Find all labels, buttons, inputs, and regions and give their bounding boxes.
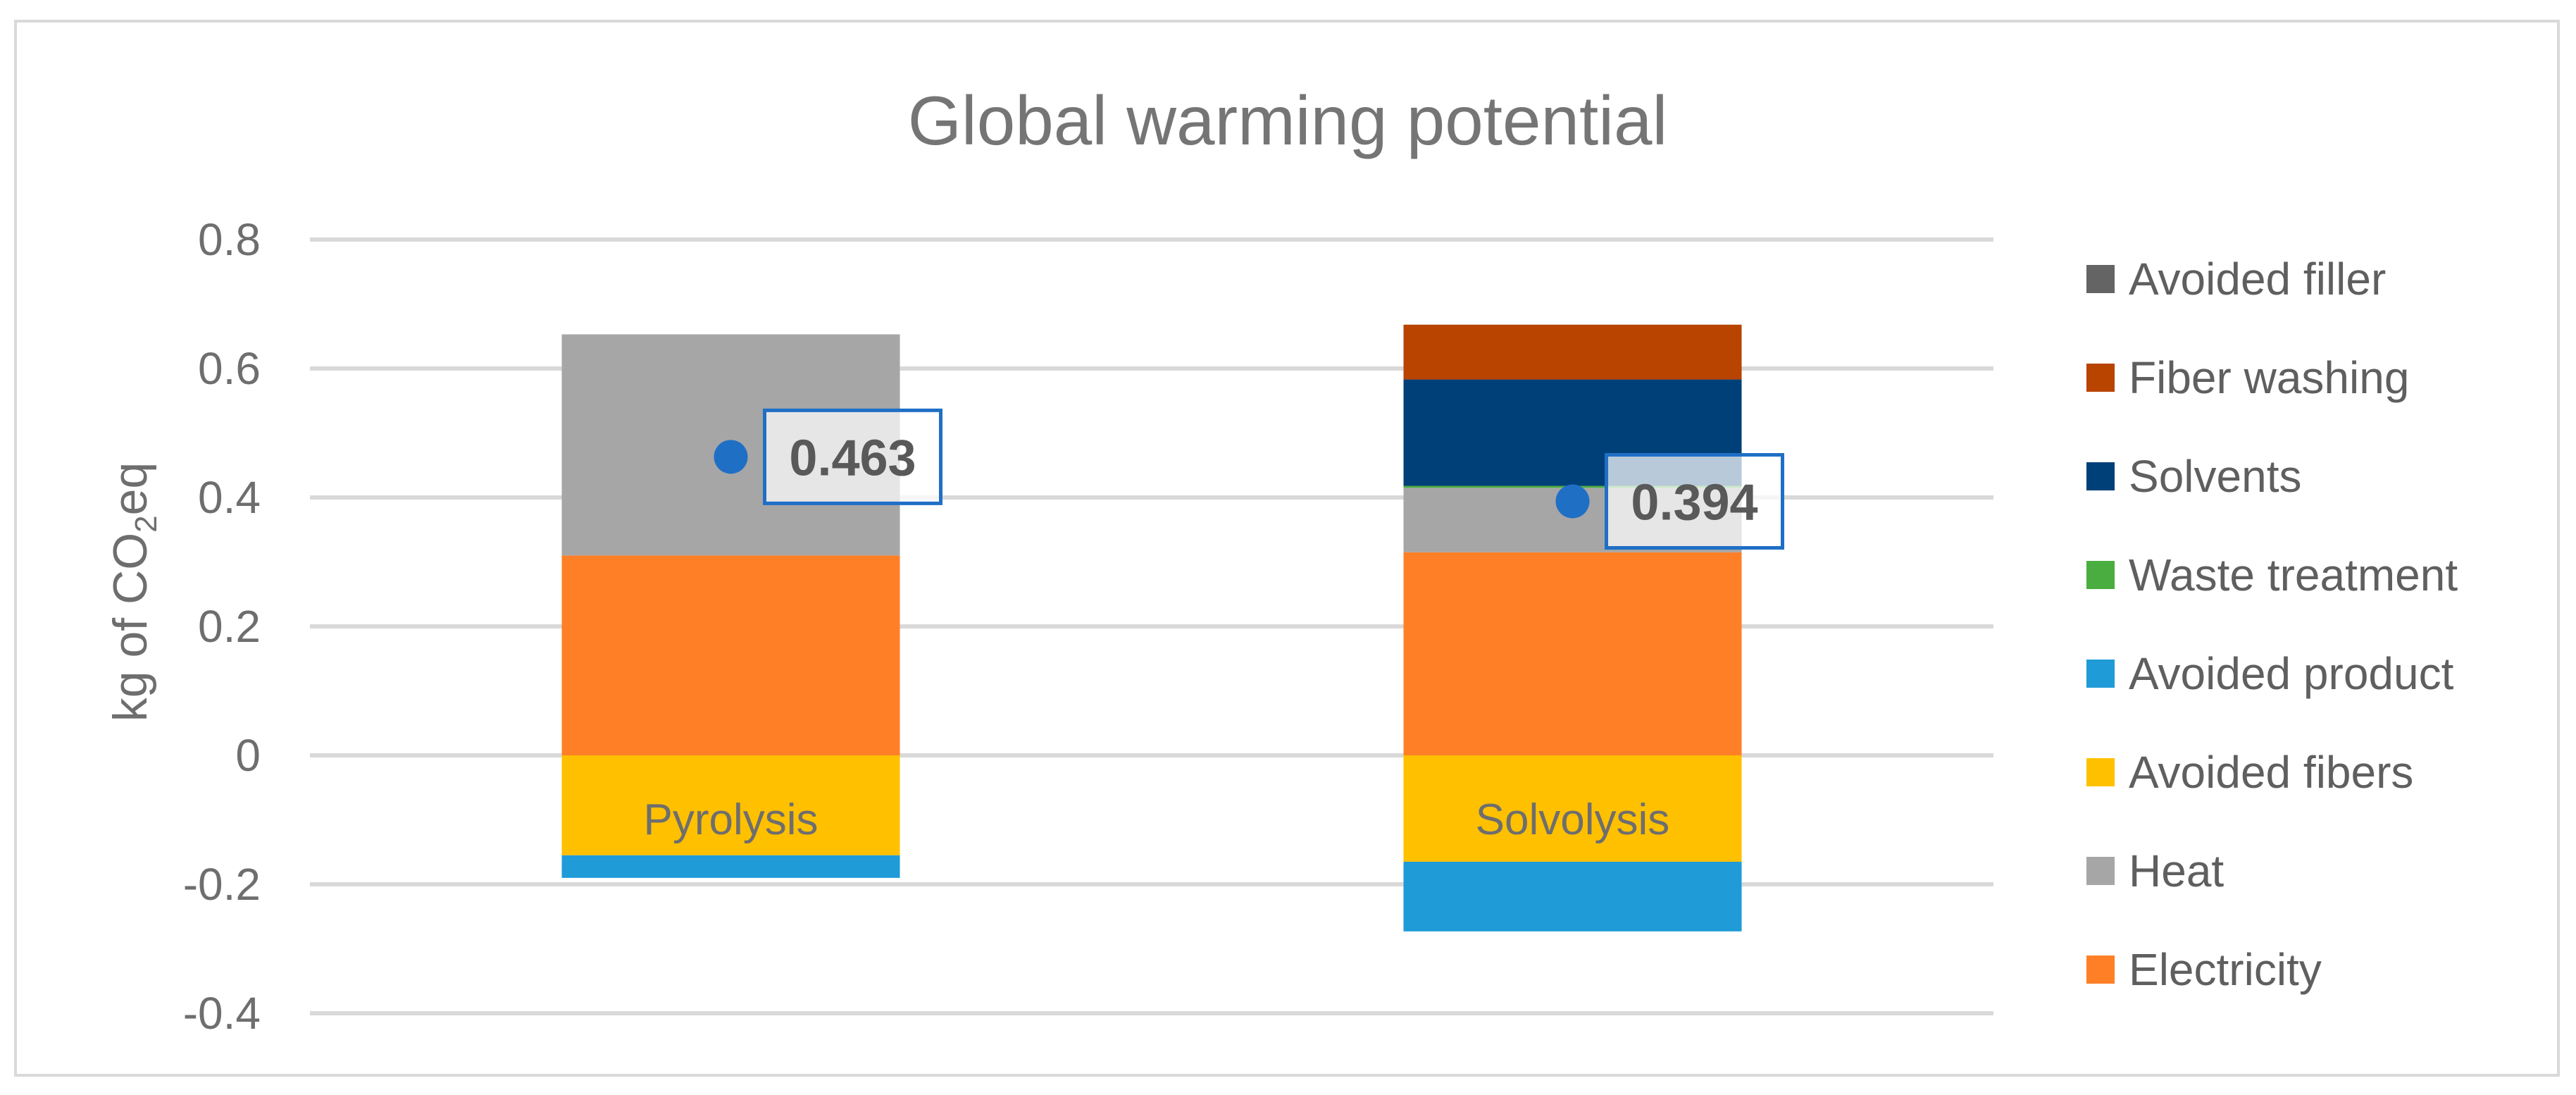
bar-pyrolysis-electricity <box>561 555 900 755</box>
legend-item-avoided-filler: Avoided filler <box>2129 254 2386 304</box>
legend-swatch-avoided-product <box>2086 660 2115 688</box>
y-tick-0-6: 0.6 <box>198 343 261 394</box>
y-axis-label: kg of CO2eq <box>104 462 163 722</box>
legend-item-avoided-product: Avoided product <box>2129 648 2454 699</box>
legend-swatch-heat <box>2086 857 2115 885</box>
legend-item-electricity: Electricity <box>2129 944 2322 995</box>
y-axis-label-subscript: 2 <box>129 515 163 532</box>
y-tick-0: 0 <box>235 730 261 781</box>
legend-item-avoided-fibers: Avoided fibers <box>2129 747 2413 798</box>
y-tick-0-2: -0.2 <box>183 859 261 910</box>
y-tick-0-2: 0.2 <box>198 601 261 652</box>
net-label-solvolysis: 0.394 <box>1631 474 1757 531</box>
legend-swatch-avoided-fibers <box>2086 758 2115 786</box>
net-label-pyrolysis: 0.463 <box>789 430 916 486</box>
legend-swatch-fiber-washing <box>2086 364 2115 392</box>
category-labels: Pyrolysis Solvolysis <box>643 796 1669 844</box>
net-marker-solvolysis <box>1555 484 1590 519</box>
net-value-markers: 0.463 0.394 <box>714 408 1784 550</box>
net-label-box-solvolysis <box>1605 452 1784 550</box>
y-tick-0-8: 0.8 <box>198 214 261 265</box>
y-tick-labels: 0.8 0.6 0.4 0.2 0 -0.2 -0.4 <box>183 214 261 1039</box>
chart-title: Global warming potential <box>908 82 1668 159</box>
legend: Avoided filler Fiber washing Solvents Waste… <box>2086 254 2458 995</box>
bar-pyrolysis-avoided-product <box>561 855 900 878</box>
bar-pyrolysis-avoided-fibers <box>561 755 900 855</box>
bar-solvolysis-avoided-product <box>1403 861 1742 932</box>
bar-solvolysis-fiber-washing <box>1403 324 1742 380</box>
legend-item-fiber-washing: Fiber washing <box>2129 352 2409 403</box>
y-axis-label-suffix: eq <box>104 462 157 516</box>
net-marker-pyrolysis <box>714 440 748 474</box>
legend-item-heat: Heat <box>2129 846 2224 896</box>
legend-swatch-waste-treatment <box>2086 561 2115 589</box>
legend-swatch-solvents <box>2086 462 2115 490</box>
y-axis-label-prefix: kg of CO <box>104 533 157 722</box>
legend-swatch-electricity <box>2086 955 2115 984</box>
legend-item-solvents: Solvents <box>2129 451 2301 502</box>
legend-item-waste-treatment: Waste treatment <box>2129 550 2458 600</box>
category-label-pyrolysis: Pyrolysis <box>643 796 818 844</box>
y-tick-0-4: 0.4 <box>198 472 261 523</box>
bar-solvolysis-avoided-fibers <box>1403 755 1742 862</box>
chart-frame <box>14 20 2560 1077</box>
category-label-solvolysis: Solvolysis <box>1476 796 1670 844</box>
bar-solvolysis-electricity <box>1403 552 1742 755</box>
legend-swatch-avoided-filler <box>2086 265 2115 293</box>
net-label-box-pyrolysis <box>763 408 942 505</box>
y-tick-0-4: -0.4 <box>183 988 261 1039</box>
